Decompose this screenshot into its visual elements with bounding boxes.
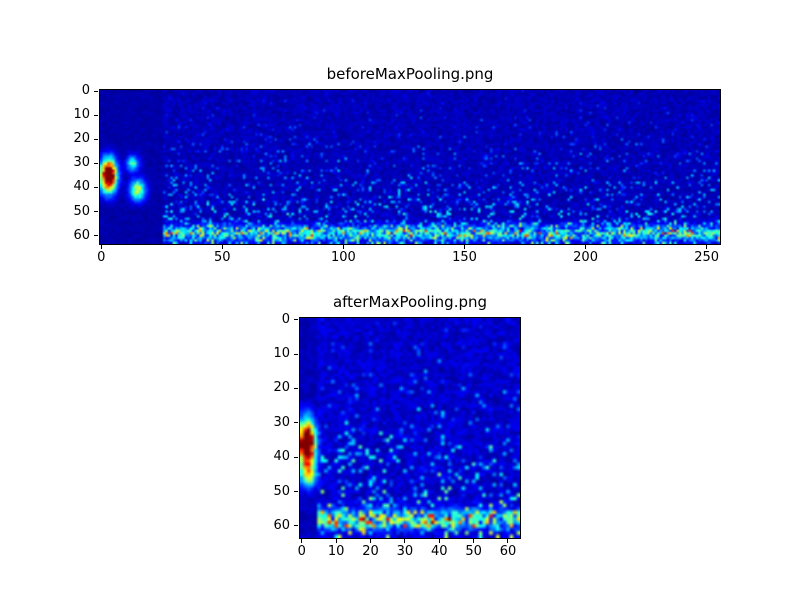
x-tick-mark [369,539,371,543]
x-tick-label: 200 [573,250,598,265]
x-tick-label: 50 [465,544,482,559]
x-tick-label: 0 [97,250,106,265]
y-tick-mark [294,387,298,389]
x-tick-label: 20 [362,544,379,559]
y-tick-label: 50 [73,203,90,219]
x-tick-label: 30 [396,544,414,559]
y-tick-label: 20 [73,131,90,147]
x-tick-mark [438,539,440,543]
x-tick-mark [221,245,223,249]
y-tick-label: 40 [273,449,290,465]
y-tick-label: 30 [73,155,90,171]
axes-frame-after [299,317,521,539]
heatmap-image-after [300,318,520,538]
y-tick-label: 60 [273,517,290,533]
y-tick-mark [294,353,298,355]
y-tick-mark [294,319,298,321]
y-tick-mark [294,456,298,458]
x-tick-mark [463,245,465,249]
y-tick-mark [94,186,98,188]
x-tick-mark [473,539,475,543]
y-tick-mark [294,491,298,493]
x-tick-mark [706,245,708,249]
y-tick-label: 10 [73,107,90,123]
x-tick-label: 10 [327,544,345,559]
y-tick-label: 20 [273,380,290,396]
y-tick-mark [94,162,98,164]
y-tick-mark [294,422,298,424]
x-tick-mark [100,245,102,249]
y-tick-mark [94,211,98,213]
x-tick-label: 150 [452,250,477,265]
x-tick-mark [335,539,337,543]
x-tick-mark [301,539,303,543]
plot-title-after: afterMaxPooling.png [332,293,488,311]
x-tick-mark [342,245,344,249]
y-tick-label: 30 [273,414,290,430]
x-tick-label: 250 [694,250,720,265]
axes-frame-before [99,89,721,245]
x-tick-mark [507,539,509,543]
y-tick-label: 40 [73,179,90,195]
x-tick-label: 40 [430,544,448,559]
y-tick-mark [94,90,98,92]
plot-title-before: beforeMaxPooling.png [326,65,494,83]
x-tick-label: 100 [330,250,356,265]
y-tick-mark [94,235,98,237]
y-tick-label: 0 [81,83,90,99]
x-tick-label: 60 [499,544,517,559]
x-tick-mark [585,245,587,249]
y-tick-label: 10 [273,346,290,362]
y-tick-mark [94,114,98,116]
x-tick-mark [404,539,406,543]
y-tick-label: 50 [273,483,290,499]
y-tick-label: 60 [73,227,90,243]
y-tick-mark [94,138,98,140]
x-tick-label: 0 [297,544,306,559]
y-tick-mark [294,525,298,527]
heatmap-image-before [100,90,720,244]
x-tick-label: 50 [214,250,231,265]
y-tick-label: 0 [281,311,290,327]
